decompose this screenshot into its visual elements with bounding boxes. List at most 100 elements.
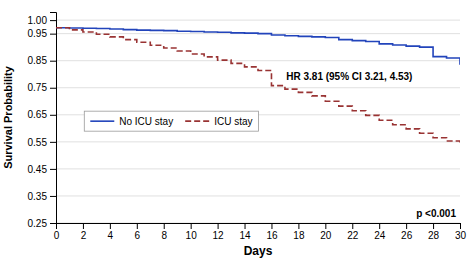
tick-mark	[352, 223, 353, 229]
tick-mark	[379, 223, 380, 229]
x-tick: 4	[108, 223, 114, 241]
tick-label: 2	[81, 230, 87, 241]
tick-mark	[50, 88, 56, 89]
grid-line	[56, 195, 460, 196]
x-tick: 2	[81, 223, 87, 241]
annotations: HR 3.81 (95% CI 3.21, 4.53) p <0.001	[286, 71, 456, 218]
x-axis: 024681012141618202224262830	[54, 223, 467, 241]
y-tick: 0.75	[28, 82, 56, 93]
x-axis-title: Days	[244, 244, 273, 258]
series-group	[56, 28, 460, 143]
tick-mark	[50, 34, 56, 35]
y-tick: 0.45	[28, 164, 56, 175]
tick-label: 0.35	[28, 191, 48, 202]
tick-label: 8	[161, 230, 167, 241]
tick-mark	[325, 223, 326, 229]
y-axis-line	[50, 13, 57, 224]
x-tick: 8	[161, 223, 167, 241]
x-tick: 12	[213, 223, 225, 241]
tick-mark	[460, 223, 461, 229]
tick-label: 1.00	[28, 15, 48, 26]
tick-mark	[191, 223, 192, 229]
tick-label: 0.65	[28, 109, 48, 120]
x-tick: 28	[428, 223, 440, 241]
annotation: p <0.001	[416, 208, 456, 219]
tick-mark	[218, 223, 219, 229]
x-axis-line	[57, 224, 461, 230]
y-axis: 0.25 0.35 0.45 0.55 0.65 0.75 0.85 0.95 1.00	[28, 13, 57, 229]
tick-label: 24	[374, 230, 386, 241]
tick-label: 22	[347, 230, 359, 241]
x-tick: 26	[401, 223, 413, 241]
tick-label: 26	[401, 230, 413, 241]
tick-label: 0.95	[28, 28, 48, 39]
y-tick: 0.35	[28, 191, 56, 202]
x-tick: 24	[374, 223, 386, 241]
legend-box	[84, 111, 258, 131]
x-tick: 10	[186, 223, 198, 241]
grid-line	[56, 141, 460, 142]
tick-mark	[50, 196, 56, 197]
tick-label: 0	[54, 230, 60, 241]
tick-label: 20	[320, 230, 332, 241]
x-tick: 18	[293, 223, 305, 241]
grid-line	[56, 168, 460, 169]
x-tick: 20	[320, 223, 332, 241]
legend-label: No ICU stay	[119, 116, 173, 127]
tick-label: 0.75	[28, 82, 48, 93]
grid-line	[56, 87, 460, 88]
tick-label: 16	[266, 230, 278, 241]
grid-line	[56, 60, 460, 61]
y-tick: 0.25	[28, 218, 56, 229]
x-tick: 16	[266, 223, 278, 241]
y-tick: 0.65	[28, 109, 56, 120]
tick-label: 18	[293, 230, 305, 241]
tick-mark	[50, 223, 56, 224]
tick-label: 0.85	[28, 55, 48, 66]
y-axis-title: Survival Probability	[2, 65, 14, 169]
tick-mark	[137, 223, 138, 229]
tick-mark	[50, 61, 56, 62]
y-tick: 1.00	[28, 15, 56, 26]
legend-swatch	[185, 120, 209, 122]
tick-label: 0.45	[28, 164, 48, 175]
tick-mark	[50, 169, 56, 170]
tick-label: 28	[428, 230, 440, 241]
x-tick: 6	[135, 223, 141, 241]
tick-label: 30	[455, 230, 467, 241]
y-tick: 0.85	[28, 55, 56, 66]
series-line	[56, 28, 460, 143]
tick-mark	[50, 142, 56, 143]
tick-label: 12	[213, 230, 225, 241]
tick-label: 6	[135, 230, 141, 241]
tick-mark	[406, 223, 407, 229]
tick-label: 0.55	[28, 137, 48, 148]
tick-mark	[110, 223, 111, 229]
grid-line	[56, 20, 460, 21]
legend: No ICU stay ICU stay	[84, 111, 258, 131]
x-tick: 30	[455, 223, 467, 241]
tick-label: 10	[186, 230, 198, 241]
tick-mark	[298, 223, 299, 229]
tick-mark	[245, 223, 246, 229]
y-tick: 0.95	[28, 28, 56, 39]
tick-label: 0.25	[28, 218, 48, 229]
x-tick: 14	[239, 223, 251, 241]
tick-label: 4	[108, 230, 114, 241]
legend-item: ICU stay	[185, 116, 252, 127]
x-tick: 22	[347, 223, 359, 241]
chart: 0246810121416182022242628300.250.350.450…	[0, 0, 474, 263]
tick-mark	[433, 223, 434, 229]
y-grid	[56, 20, 460, 223]
tick-mark	[164, 223, 165, 229]
series-line	[56, 28, 460, 65]
legend-swatch	[90, 120, 114, 122]
tick-mark	[50, 115, 56, 116]
annotation: HR 3.81 (95% CI 3.21, 4.53)	[286, 71, 412, 82]
y-tick: 0.55	[28, 137, 56, 148]
legend-item: No ICU stay	[90, 116, 173, 127]
tick-mark	[50, 20, 56, 21]
tick-mark	[271, 223, 272, 229]
plot: 0246810121416182022242628300.250.350.450…	[2, 13, 466, 259]
legend-label: ICU stay	[214, 116, 252, 127]
